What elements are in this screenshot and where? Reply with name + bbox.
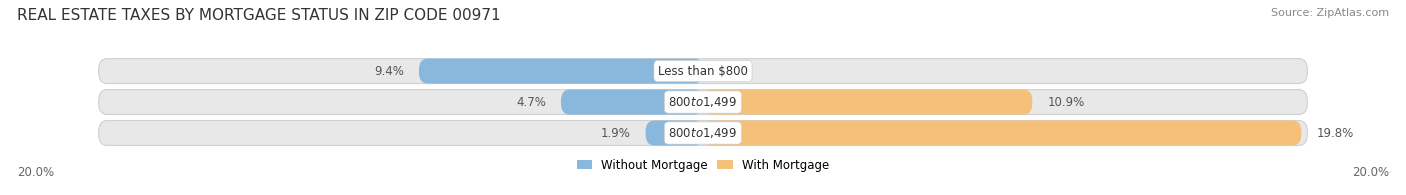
Text: $800 to $1,499: $800 to $1,499 bbox=[668, 126, 738, 140]
Legend: Without Mortgage, With Mortgage: Without Mortgage, With Mortgage bbox=[576, 159, 830, 172]
FancyBboxPatch shape bbox=[419, 59, 703, 83]
Text: 19.8%: 19.8% bbox=[1316, 127, 1354, 139]
FancyBboxPatch shape bbox=[98, 90, 1308, 114]
Text: Less than $800: Less than $800 bbox=[658, 65, 748, 78]
FancyBboxPatch shape bbox=[98, 59, 1308, 83]
FancyBboxPatch shape bbox=[645, 121, 703, 145]
FancyBboxPatch shape bbox=[703, 90, 1032, 114]
Text: 9.4%: 9.4% bbox=[374, 65, 404, 78]
Text: 10.9%: 10.9% bbox=[1047, 96, 1084, 109]
FancyBboxPatch shape bbox=[703, 121, 1302, 145]
Text: $800 to $1,499: $800 to $1,499 bbox=[668, 95, 738, 109]
FancyBboxPatch shape bbox=[98, 121, 1308, 145]
Text: 1.9%: 1.9% bbox=[600, 127, 630, 139]
Text: 20.0%: 20.0% bbox=[1351, 166, 1389, 179]
FancyBboxPatch shape bbox=[561, 90, 703, 114]
Text: 4.7%: 4.7% bbox=[516, 96, 546, 109]
Text: Source: ZipAtlas.com: Source: ZipAtlas.com bbox=[1271, 8, 1389, 18]
Text: REAL ESTATE TAXES BY MORTGAGE STATUS IN ZIP CODE 00971: REAL ESTATE TAXES BY MORTGAGE STATUS IN … bbox=[17, 8, 501, 23]
Text: 0.0%: 0.0% bbox=[718, 65, 748, 78]
Text: 20.0%: 20.0% bbox=[17, 166, 55, 179]
